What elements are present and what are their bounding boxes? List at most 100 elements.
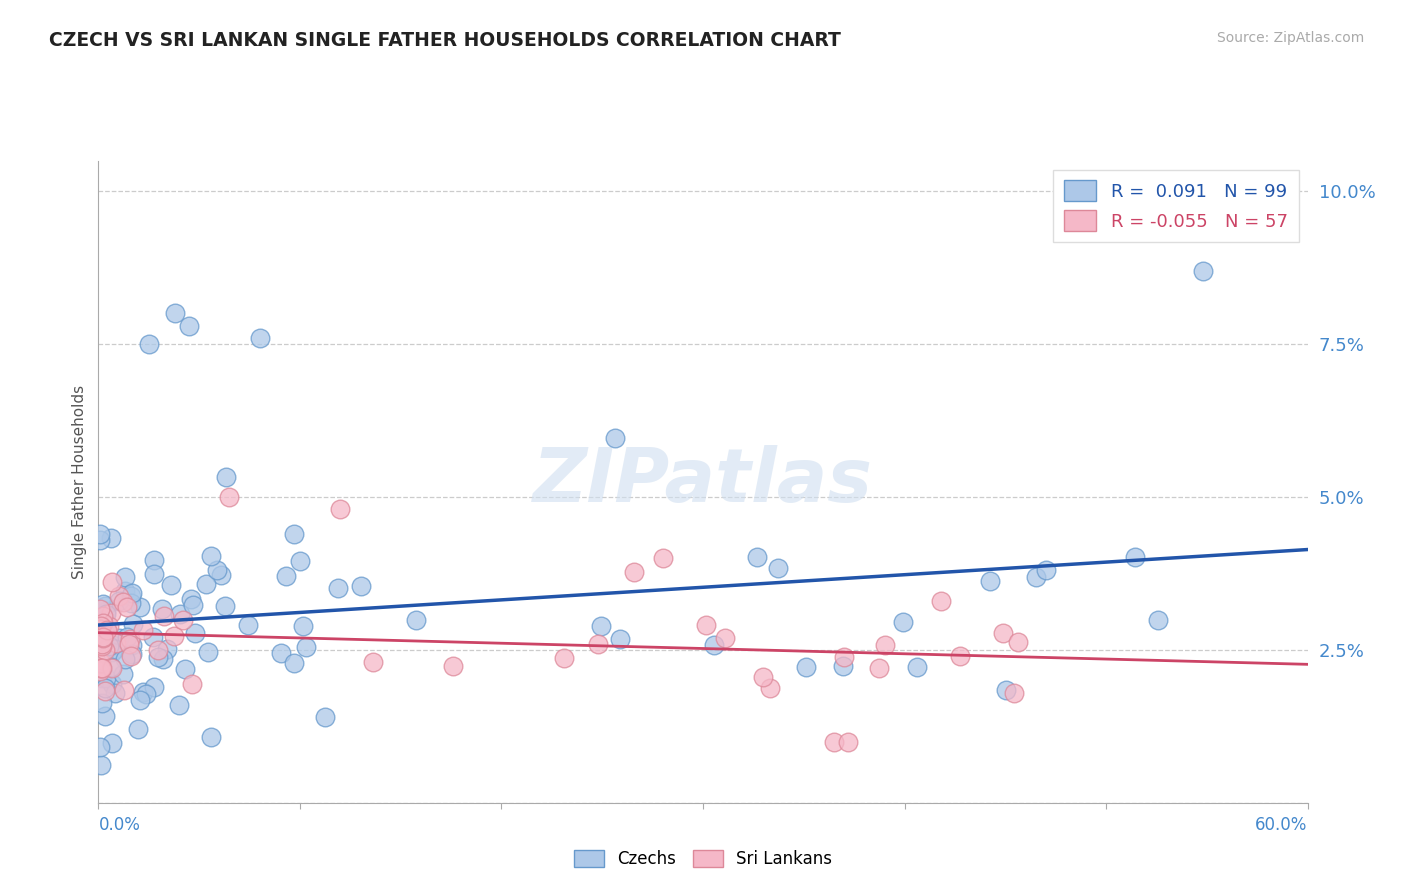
Point — [589, 619, 612, 633]
Point — [105, 636, 128, 650]
Point — [91, 608, 114, 623]
Point — [929, 593, 952, 607]
Point — [873, 638, 896, 652]
Point — [1002, 686, 1025, 700]
Point — [142, 566, 165, 581]
Point — [101, 661, 124, 675]
Point — [249, 331, 271, 345]
Point — [104, 641, 127, 656]
Point — [214, 469, 236, 483]
Point — [294, 640, 316, 654]
Point — [329, 502, 352, 516]
Point — [702, 638, 724, 652]
Point — [148, 649, 170, 664]
Point — [127, 723, 149, 737]
Legend: Czechs, Sri Lankans: Czechs, Sri Lankans — [567, 843, 839, 875]
Point — [180, 591, 202, 606]
Point — [142, 553, 165, 567]
Point — [205, 563, 228, 577]
Point — [93, 709, 115, 723]
Point — [94, 681, 117, 695]
Text: 0.0%: 0.0% — [98, 816, 141, 834]
Point — [994, 682, 1017, 697]
Point — [107, 589, 129, 603]
Point — [115, 630, 138, 644]
Point — [100, 606, 122, 620]
Point — [236, 617, 259, 632]
Point — [174, 662, 197, 676]
Point — [114, 570, 136, 584]
Point — [214, 599, 236, 613]
Legend: R =  0.091   N = 99, R = -0.055   N = 57: R = 0.091 N = 99, R = -0.055 N = 57 — [1053, 169, 1299, 242]
Point — [135, 687, 157, 701]
Point — [441, 658, 464, 673]
Point — [121, 647, 143, 661]
Point — [209, 568, 232, 582]
Point — [94, 607, 117, 621]
Point — [132, 623, 155, 637]
Point — [1035, 563, 1057, 577]
Point — [603, 431, 626, 445]
Point — [745, 549, 768, 564]
Text: Source: ZipAtlas.com: Source: ZipAtlas.com — [1216, 31, 1364, 45]
Point — [609, 632, 631, 646]
Point — [94, 642, 117, 657]
Point — [1007, 634, 1029, 648]
Point — [891, 615, 914, 630]
Point — [184, 626, 207, 640]
Point — [832, 649, 855, 664]
Point — [129, 600, 152, 615]
Point — [94, 684, 117, 698]
Point — [91, 597, 114, 611]
Point — [108, 594, 131, 608]
Point — [111, 595, 134, 609]
Point — [89, 622, 111, 636]
Point — [93, 599, 115, 613]
Point — [181, 677, 204, 691]
Point — [172, 613, 194, 627]
Point — [118, 637, 141, 651]
Point — [283, 527, 305, 541]
Point — [1191, 263, 1213, 277]
Point — [104, 686, 127, 700]
Point — [169, 607, 191, 622]
Point — [94, 604, 117, 618]
Point — [1123, 550, 1146, 565]
Point — [905, 660, 928, 674]
Point — [200, 731, 222, 745]
Point — [138, 337, 160, 351]
Point — [89, 622, 111, 636]
Point — [91, 661, 114, 675]
Point — [623, 565, 645, 579]
Point — [993, 626, 1015, 640]
Point — [132, 684, 155, 698]
Point — [314, 710, 336, 724]
Point — [91, 630, 114, 644]
Point — [112, 682, 135, 697]
Point — [100, 645, 122, 659]
Point — [290, 554, 312, 568]
Point — [93, 624, 115, 638]
Point — [108, 631, 131, 645]
Point — [714, 632, 737, 646]
Point — [121, 617, 143, 632]
Point — [752, 670, 775, 684]
Point — [868, 661, 890, 675]
Point — [114, 651, 136, 665]
Point — [143, 680, 166, 694]
Point — [218, 490, 240, 504]
Point — [350, 578, 373, 592]
Point — [141, 630, 163, 644]
Point — [93, 632, 115, 646]
Point — [405, 613, 427, 627]
Point — [101, 638, 124, 652]
Point — [89, 664, 111, 678]
Point — [167, 698, 190, 712]
Point — [115, 599, 138, 614]
Point — [200, 549, 222, 563]
Point — [152, 652, 174, 666]
Point — [197, 644, 219, 658]
Point — [160, 578, 183, 592]
Point — [120, 596, 142, 610]
Point — [89, 740, 111, 755]
